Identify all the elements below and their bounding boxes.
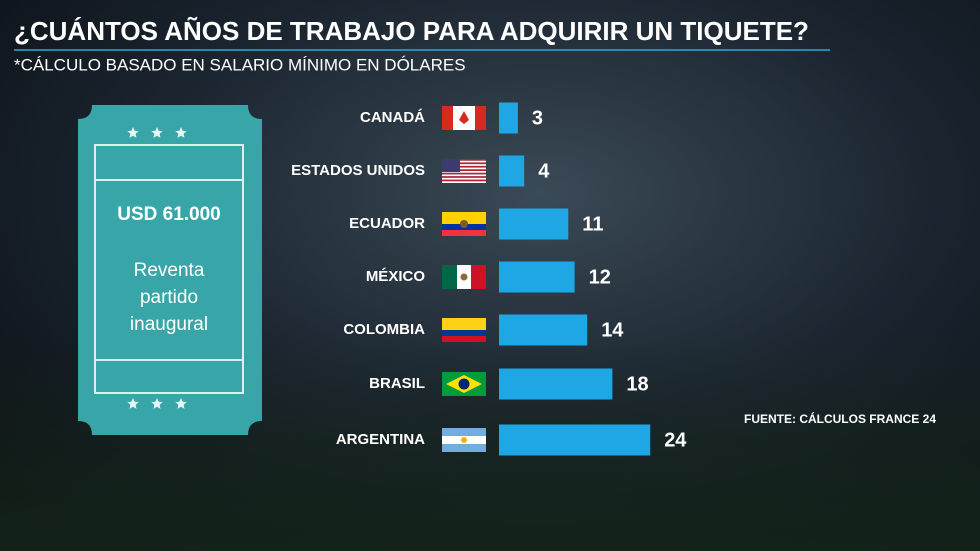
flag-part [442,162,486,165]
flag-part [461,437,467,443]
value-label: 18 [626,373,648,395]
bar [499,368,613,400]
flag-part [442,230,486,236]
flag-part [442,181,486,183]
star-icon [175,398,187,409]
value-label: 4 [538,160,550,182]
flag-part [460,220,468,228]
bar [499,155,525,187]
category-label: MÉXICO [366,268,426,285]
value-label: 11 [582,213,603,235]
bar [499,208,569,240]
flag-part [442,165,486,168]
chart-title: ¿CUÁNTOS AÑOS DE TRABAJO PARA ADQUIRIR U… [14,16,809,46]
star-icon [151,398,163,409]
star-icon [175,127,187,138]
source: FUENTE: CÁLCULOS FRANCE 24 [744,411,936,426]
ticket-frame [94,144,244,394]
bar [499,261,575,293]
flag-part [442,171,486,173]
category-label: CANADÁ [360,109,425,126]
bar [499,424,651,456]
flag-part [442,336,486,342]
flag-part [442,179,486,182]
star-icon [127,127,139,138]
flag-part [442,160,486,163]
ticket: USD 61.000 Reventa partido inaugural [78,105,262,435]
ticket-text: inaugural [130,314,208,335]
category-label: ESTADOS UNIDOS [291,162,425,179]
value-label: 24 [664,429,687,451]
flag-part [442,169,486,171]
flag-part [442,177,486,180]
value-label: 12 [589,266,611,288]
flag-part [442,428,486,436]
category-label: ARGENTINA [336,431,425,448]
flag-part [475,106,486,130]
ticket-text: Reventa [134,260,205,281]
star-icon [127,398,139,409]
flag-part [442,159,486,161]
flag-part [442,318,486,330]
ticket-text: partido [140,287,198,308]
category-label: ECUADOR [349,215,425,232]
bar [499,314,588,346]
flag-part [442,444,486,452]
flag-part [442,176,486,178]
flag-part [442,106,453,130]
value-label: 3 [532,107,543,129]
chart-subtitle: *CÁLCULO BASADO EN SALARIO MÍNIMO EN DÓL… [14,55,466,74]
ticket-price: USD 61.000 [117,204,221,225]
flag-part [458,378,470,390]
bar [499,102,518,134]
flag-part [442,167,486,170]
flag-part [442,172,486,175]
flag-part [442,159,460,172]
flag-part [442,265,457,289]
flag-part [459,111,469,124]
flag-part [471,265,486,289]
flag-part [442,164,486,166]
value-label: 14 [601,319,624,341]
flag-part [442,212,486,224]
category-label: BRASIL [369,375,425,392]
ticket-shape [78,105,262,435]
flag-part [460,273,468,281]
flag-part [442,174,486,177]
flag-part [442,330,486,336]
star-icon [151,127,163,138]
category-label: COLOMBIA [343,321,425,338]
